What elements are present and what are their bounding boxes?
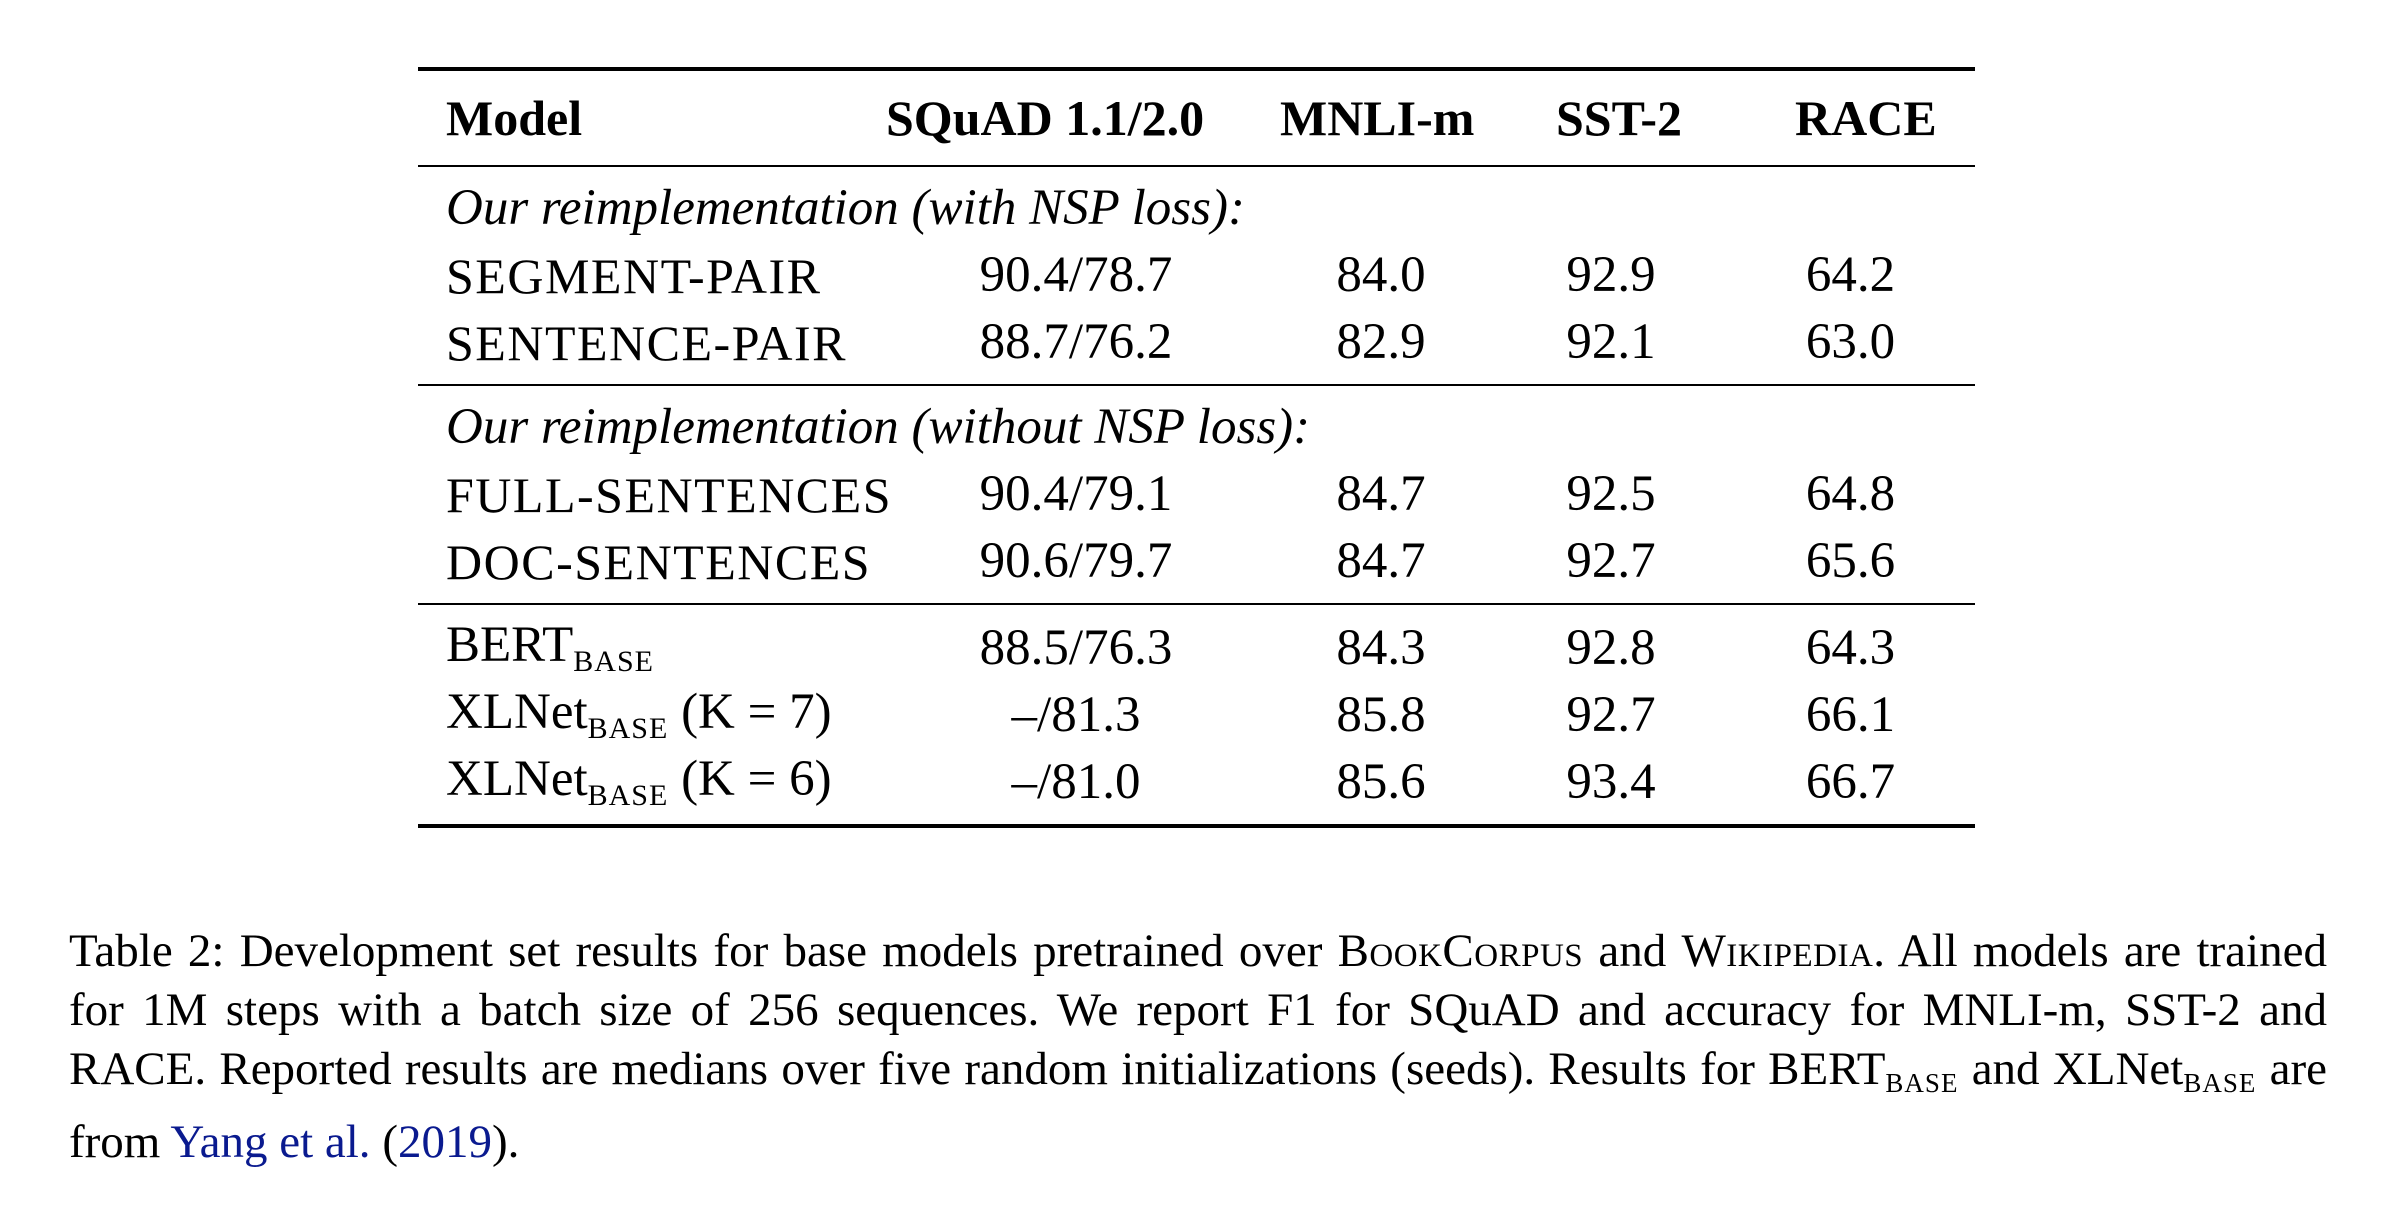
header-mnli: MNLI-m — [1280, 90, 1475, 146]
row-squad: 88.5/76.3 — [979, 620, 1173, 676]
table-caption: Table 2: Development set results for bas… — [69, 925, 2327, 1168]
header-rule — [418, 165, 1975, 167]
row-mnli: 82.9 — [1336, 314, 1426, 370]
citation-link-authors[interactable]: Yang et al. — [170, 1116, 371, 1168]
bottom-rule — [418, 824, 1975, 828]
group-title: Our reimplementation (without NSP loss): — [418, 386, 1975, 461]
row-model: SENTENCE-PAIR — [446, 314, 848, 371]
row-sst: 92.7 — [1566, 533, 1656, 589]
table-row: FULL-SENTENCES 90.4/79.1 84.7 92.5 64.8 — [418, 461, 1975, 528]
group-title-text: Our reimplementation (with NSP loss): — [446, 180, 1245, 236]
row-mnli: 84.7 — [1336, 466, 1426, 522]
row-sst: 93.4 — [1566, 754, 1656, 810]
row-mnli: 84.3 — [1336, 620, 1426, 676]
header-squad: SQuAD 1.1/2.0 — [886, 90, 1205, 146]
group-title: Our reimplementation (with NSP loss): — [418, 167, 1975, 242]
row-squad: 90.6/79.7 — [979, 533, 1173, 589]
row-race: 64.2 — [1805, 247, 1896, 303]
table-row: XLNetBASE (K = 7) –/81.3 85.8 92.7 66.1 — [418, 682, 1975, 749]
row-race: 64.3 — [1805, 620, 1896, 676]
row-race: 63.0 — [1805, 314, 1896, 370]
row-model: FULL-SENTENCES — [446, 466, 892, 523]
row-sst: 92.8 — [1566, 620, 1656, 676]
wikipedia-name: Wikipedia — [1681, 925, 1874, 977]
header-race: RACE — [1795, 90, 1937, 146]
row-model: XLNetBASE (K = 6) — [446, 751, 832, 812]
group-rule — [418, 384, 1975, 386]
row-sst: 92.1 — [1566, 314, 1656, 370]
group-rule — [418, 603, 1975, 605]
header-sst: SST-2 — [1556, 90, 1683, 146]
row-model: SEGMENT-PAIR — [446, 247, 822, 304]
table-row: SEGMENT-PAIR 90.4/78.7 84.0 92.9 64.2 — [418, 242, 1975, 309]
bookcorpus-name: BookCorpus — [1337, 925, 1584, 977]
row-mnli: 84.0 — [1336, 247, 1426, 303]
row-mnli: 84.7 — [1336, 533, 1426, 589]
row-race: 64.8 — [1805, 466, 1896, 522]
row-sst: 92.9 — [1566, 247, 1656, 303]
row-model: DOC-SENTENCES — [446, 533, 872, 590]
row-squad: –/81.3 — [1011, 687, 1141, 743]
row-squad: 90.4/79.1 — [979, 466, 1173, 522]
top-rule — [418, 67, 1975, 71]
table-row: BERTBASE 88.5/76.3 84.3 92.8 64.3 — [418, 615, 1975, 682]
row-race: 66.7 — [1805, 754, 1896, 810]
table-row: SENTENCE-PAIR 88.7/76.2 82.9 92.1 63.0 — [418, 309, 1975, 376]
row-model: XLNetBASE (K = 7) — [446, 684, 832, 745]
citation-link-year[interactable]: 2019 — [397, 1116, 492, 1168]
row-squad: 90.4/78.7 — [979, 247, 1173, 303]
row-mnli: 85.8 — [1336, 687, 1426, 743]
row-race: 66.1 — [1805, 687, 1896, 743]
group-title-text: Our reimplementation (without NSP loss): — [446, 399, 1311, 455]
header-model: Model — [446, 90, 583, 146]
row-race: 65.6 — [1805, 533, 1896, 589]
table-header: Model SQuAD 1.1/2.0 MNLI-m SST-2 RACE — [418, 71, 1975, 165]
caption-label: Table 2 — [69, 925, 212, 977]
row-mnli: 85.6 — [1336, 754, 1426, 810]
row-squad: –/81.0 — [1011, 754, 1141, 810]
row-squad: 88.7/76.2 — [979, 314, 1173, 370]
row-model: BERTBASE — [446, 617, 654, 678]
row-sst: 92.7 — [1566, 687, 1656, 743]
table-row: XLNetBASE (K = 6) –/81.0 85.6 93.4 66.7 — [418, 749, 1975, 816]
row-sst: 92.5 — [1566, 466, 1656, 522]
results-table: Model SQuAD 1.1/2.0 MNLI-m SST-2 RACE Ou… — [418, 67, 1975, 828]
table-row: DOC-SENTENCES 90.6/79.7 84.7 92.7 65.6 — [418, 528, 1975, 595]
